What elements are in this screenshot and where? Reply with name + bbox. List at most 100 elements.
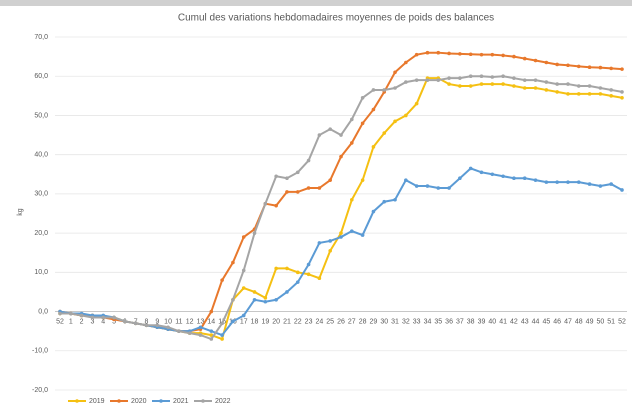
x-tick-label: 19: [261, 318, 269, 325]
point: [79, 313, 84, 318]
point: [220, 321, 224, 326]
point: [274, 174, 278, 179]
point: [328, 248, 332, 253]
point: [393, 70, 397, 75]
point: [231, 297, 235, 302]
point: [306, 272, 311, 277]
y-tick-label: 10,0: [34, 269, 48, 276]
x-tick-label: 23: [305, 318, 313, 325]
x-tick-label: 28: [359, 318, 367, 325]
point: [285, 190, 289, 194]
point: [274, 266, 278, 271]
point: [274, 203, 278, 208]
point: [285, 266, 289, 271]
point: [533, 178, 538, 182]
legend-label: 2021: [173, 398, 189, 405]
x-tick-label: 48: [575, 318, 583, 325]
y-tick-label: 20,0: [34, 230, 48, 237]
series-line: [59, 167, 623, 337]
x-tick-label: 33: [413, 318, 421, 325]
point: [468, 52, 473, 57]
point: [350, 197, 354, 202]
x-tick-label: 10: [164, 318, 172, 325]
point: [436, 78, 441, 82]
point: [490, 75, 495, 79]
point: [447, 76, 451, 80]
point: [317, 276, 322, 281]
point: [209, 337, 214, 341]
point: [458, 52, 462, 56]
point: [241, 286, 246, 290]
point: [339, 133, 343, 137]
point: [414, 101, 419, 106]
point: [187, 331, 192, 335]
point: [339, 231, 343, 235]
point: [544, 80, 549, 84]
point: [490, 52, 495, 57]
point: [501, 74, 505, 79]
legend-marker: [159, 399, 163, 403]
point: [231, 319, 235, 324]
point: [522, 56, 527, 61]
point: [468, 84, 473, 88]
point: [566, 92, 570, 96]
point: [252, 290, 257, 294]
point: [360, 121, 365, 126]
x-tick-label: 34: [424, 318, 432, 325]
point: [501, 82, 505, 86]
point: [69, 311, 73, 316]
x-tick-label: 40: [488, 318, 496, 325]
point: [436, 50, 441, 55]
point: [198, 333, 203, 337]
point: [274, 297, 278, 302]
x-tick-label: 8: [145, 318, 149, 325]
point: [479, 52, 484, 57]
point: [609, 182, 613, 186]
point: [479, 74, 484, 79]
point: [306, 158, 311, 163]
legend-marker: [75, 399, 79, 403]
point: [620, 90, 624, 94]
point: [544, 88, 549, 92]
x-tick-label: 12: [186, 318, 194, 325]
point: [544, 60, 549, 65]
x-tick-label: 2: [80, 318, 84, 325]
point: [555, 62, 559, 67]
series-line: [60, 77, 623, 341]
point: [414, 184, 419, 188]
point: [609, 94, 613, 98]
x-tick-label: 24: [315, 318, 323, 325]
x-tick-label: 52: [56, 318, 64, 325]
x-tick-label: 27: [348, 318, 356, 325]
point: [576, 64, 581, 69]
x-tick-label: 49: [586, 318, 594, 325]
x-tick-label: 30: [380, 318, 388, 325]
x-tick-label: 46: [553, 318, 561, 325]
point: [555, 180, 559, 184]
point: [382, 199, 387, 204]
x-tick-label: 52: [618, 318, 626, 325]
point: [295, 280, 300, 284]
point: [339, 154, 343, 159]
point: [501, 53, 505, 58]
point: [512, 176, 516, 180]
x-tick-label: 3: [90, 318, 94, 325]
point: [220, 278, 224, 282]
point: [231, 260, 235, 265]
point: [285, 176, 289, 180]
point: [447, 82, 451, 86]
point: [360, 95, 365, 100]
y-axis-label: kg: [17, 208, 24, 216]
y-tick-label: 50,0: [34, 112, 48, 119]
point: [155, 323, 160, 328]
point: [350, 117, 354, 122]
point: [371, 88, 376, 92]
point: [371, 107, 376, 112]
x-tick-label: 38: [467, 318, 475, 325]
x-tick-label: 21: [283, 318, 291, 325]
x-tick-label: 50: [596, 318, 604, 325]
point: [166, 325, 170, 330]
chart-title: Cumul des variations hebdomadaires moyen…: [178, 13, 494, 24]
x-tick-label: 26: [337, 318, 345, 325]
point: [58, 311, 62, 316]
